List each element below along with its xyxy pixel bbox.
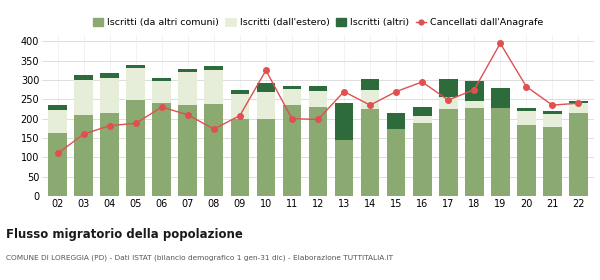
Bar: [361, 90, 379, 109]
Bar: [517, 108, 536, 111]
Bar: [439, 79, 458, 97]
Bar: [152, 103, 171, 196]
Bar: [543, 111, 562, 114]
Legend: Iscritti (da altri comuni), Iscritti (dall'estero), Iscritti (altri), Cancellati: Iscritti (da altri comuni), Iscritti (da…: [92, 18, 544, 27]
Bar: [205, 104, 223, 196]
Bar: [517, 111, 536, 125]
Bar: [178, 105, 197, 196]
Bar: [178, 69, 197, 72]
Bar: [308, 86, 328, 91]
Bar: [152, 78, 171, 81]
Bar: [491, 108, 509, 196]
Bar: [74, 75, 93, 80]
Bar: [387, 113, 406, 129]
Bar: [178, 72, 197, 105]
Bar: [465, 81, 484, 101]
Bar: [283, 89, 301, 105]
Bar: [413, 123, 431, 196]
Bar: [413, 107, 431, 116]
Bar: [543, 114, 562, 127]
Bar: [335, 103, 353, 140]
Bar: [517, 125, 536, 196]
Text: Flusso migratorio della popolazione: Flusso migratorio della popolazione: [6, 228, 243, 241]
Bar: [257, 92, 275, 119]
Bar: [569, 103, 588, 113]
Bar: [283, 86, 301, 89]
Bar: [439, 97, 458, 109]
Bar: [100, 73, 119, 78]
Bar: [205, 70, 223, 104]
Bar: [100, 78, 119, 113]
Bar: [491, 88, 509, 108]
Bar: [465, 101, 484, 108]
Bar: [230, 119, 249, 196]
Bar: [361, 79, 379, 90]
Bar: [48, 105, 67, 110]
Bar: [387, 129, 406, 196]
Bar: [413, 116, 431, 123]
Bar: [439, 109, 458, 196]
Bar: [335, 140, 353, 196]
Bar: [127, 68, 145, 101]
Bar: [230, 90, 249, 94]
Bar: [127, 101, 145, 196]
Bar: [152, 81, 171, 103]
Bar: [465, 108, 484, 196]
Bar: [283, 105, 301, 196]
Bar: [308, 107, 328, 196]
Bar: [308, 91, 328, 107]
Bar: [48, 110, 67, 133]
Bar: [74, 80, 93, 115]
Text: COMUNE DI LOREGGIA (PD) - Dati ISTAT (bilancio demografico 1 gen-31 dic) - Elabo: COMUNE DI LOREGGIA (PD) - Dati ISTAT (bi…: [6, 255, 393, 261]
Bar: [205, 66, 223, 70]
Bar: [569, 113, 588, 196]
Bar: [361, 109, 379, 196]
Bar: [257, 119, 275, 196]
Bar: [74, 115, 93, 196]
Bar: [48, 133, 67, 196]
Bar: [100, 113, 119, 196]
Bar: [230, 94, 249, 119]
Bar: [569, 101, 588, 103]
Bar: [127, 64, 145, 68]
Bar: [257, 83, 275, 92]
Bar: [543, 127, 562, 196]
